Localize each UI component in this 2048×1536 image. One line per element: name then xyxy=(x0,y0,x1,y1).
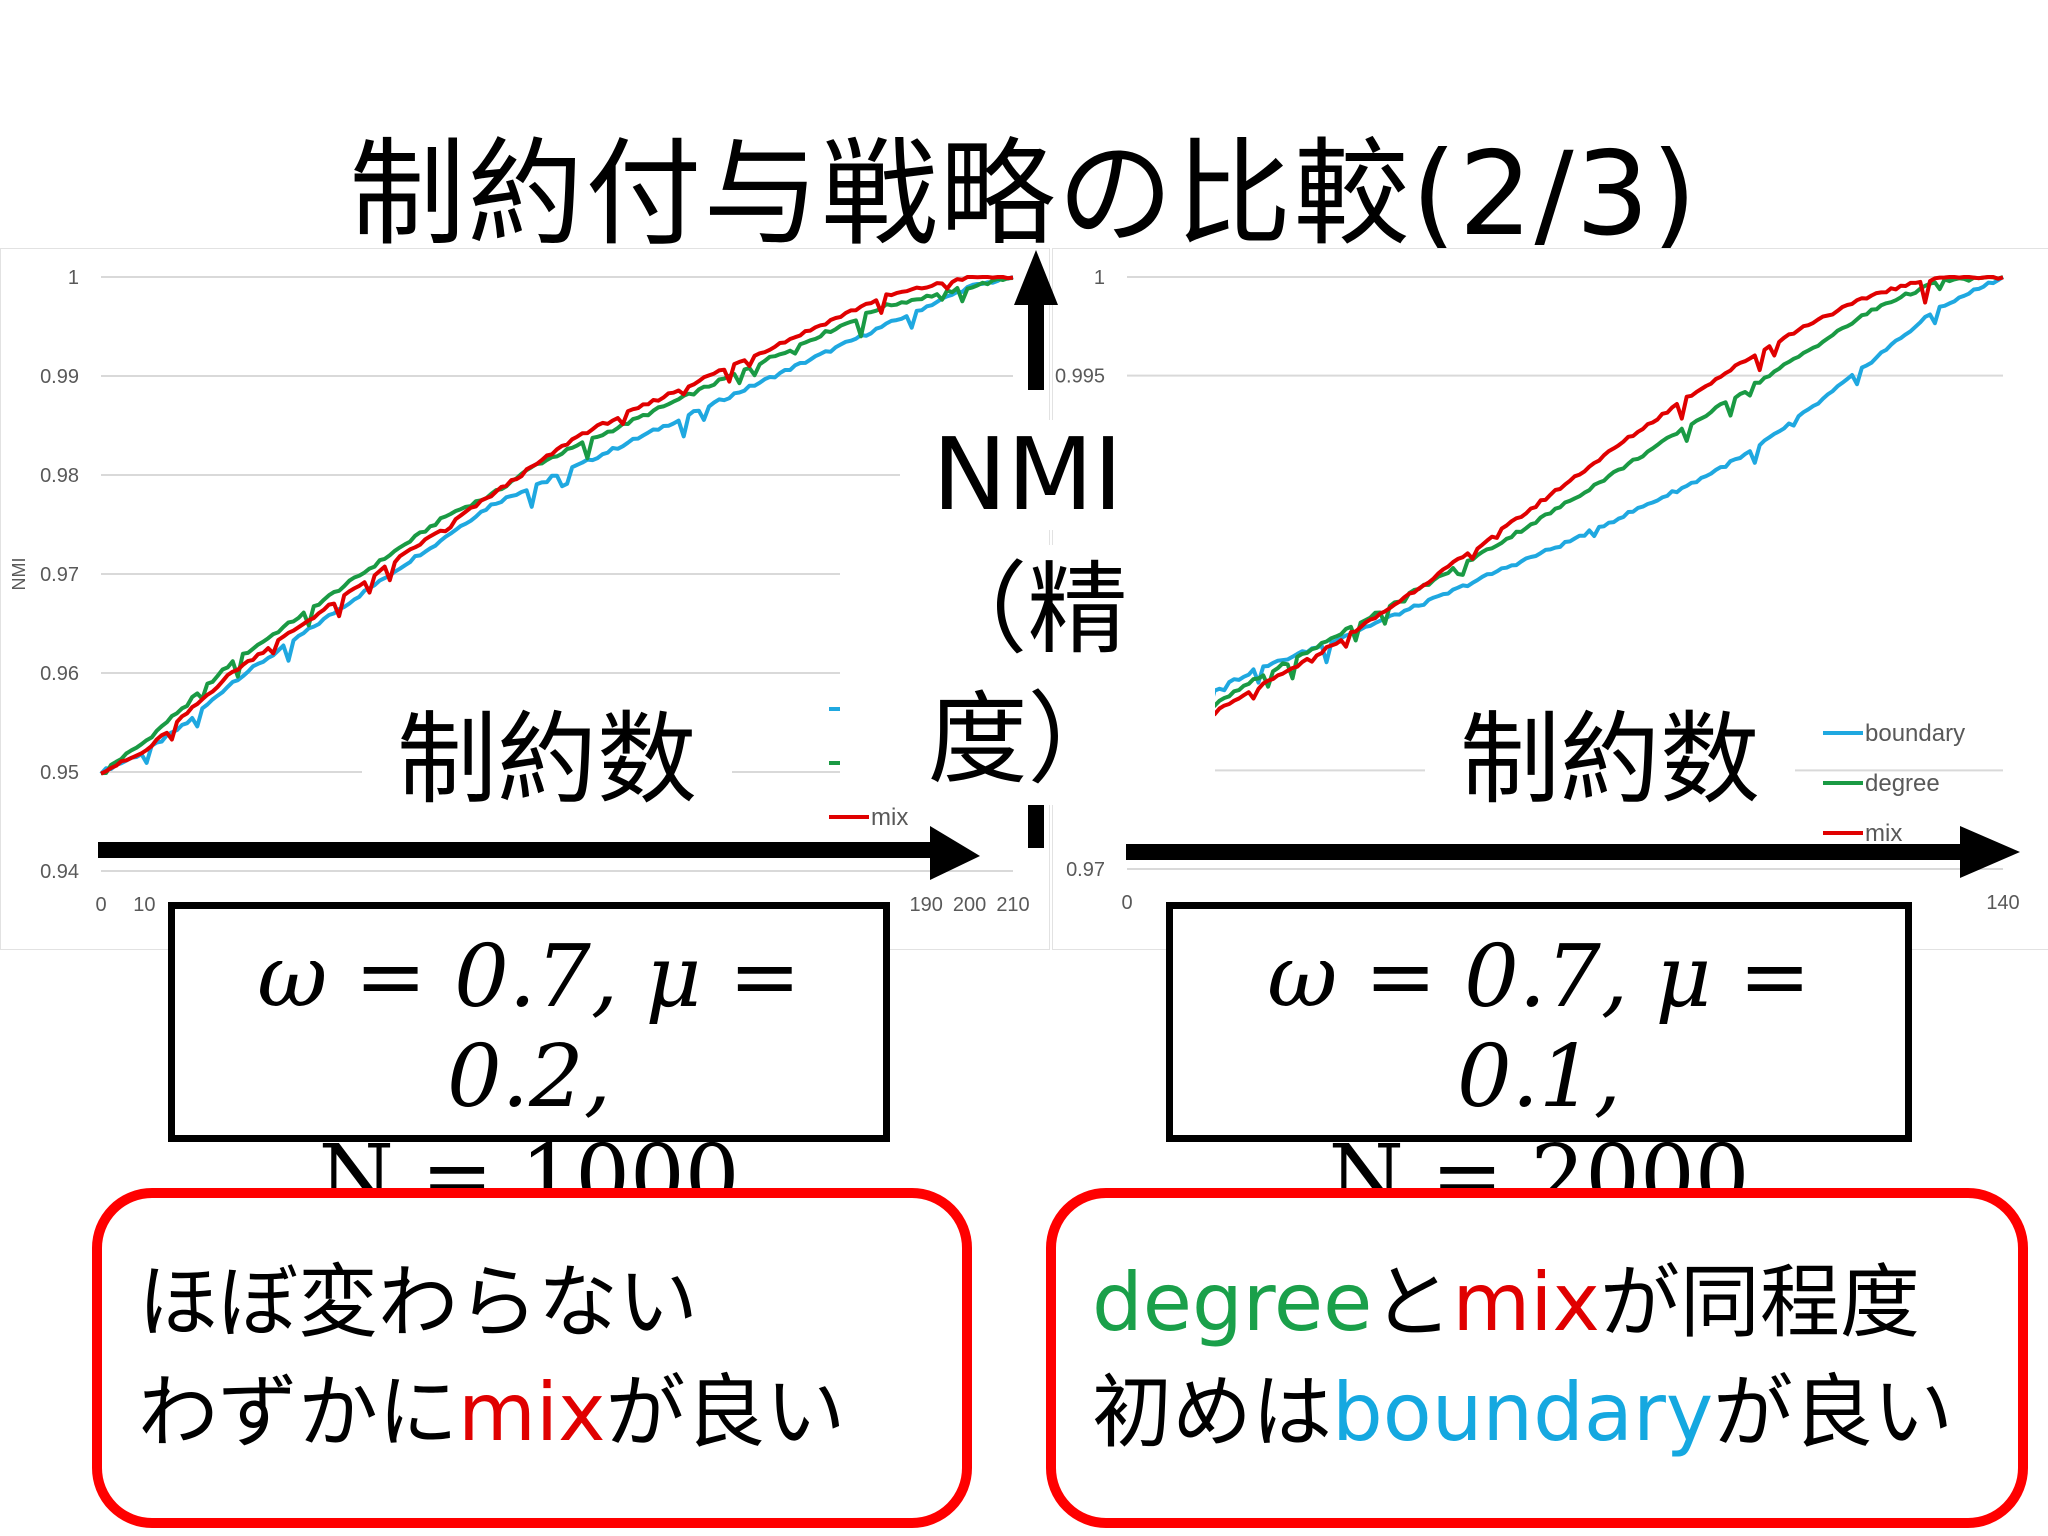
params-right-line1: ω = 0.7, μ = 0.1, xyxy=(1267,927,1811,1127)
legend-label-mix: mix xyxy=(871,804,908,831)
note-right-boundary: boundary xyxy=(1332,1366,1714,1459)
note-right-line1: degreeとmixが同程度 xyxy=(1092,1248,2018,1358)
x-tick-label: 10 xyxy=(133,894,155,916)
legend-label-boundary: boundary xyxy=(1865,720,1965,747)
note-left-text-a: わずかに xyxy=(138,1366,458,1459)
y-tick-label: 1 xyxy=(68,267,79,289)
note-right-mix: mix xyxy=(1452,1256,1600,1349)
y-tick-label: 0.96 xyxy=(40,663,79,685)
note-right-good: が良い xyxy=(1713,1366,1954,1459)
x-tick-label: 140 xyxy=(1986,892,2019,914)
y-tick-label: 0.98 xyxy=(40,465,79,487)
note-box-right: degreeとmixが同程度 初めはboundaryが良い xyxy=(1046,1188,2028,1528)
x-tick-label: 210 xyxy=(996,894,1029,916)
note-box-left: ほぼ変わらない わずかにmixが良い xyxy=(92,1188,972,1528)
note-left-line1: ほぼ変わらない xyxy=(138,1256,698,1349)
accuracy-label: （精度） xyxy=(840,545,1215,805)
series-line-degree xyxy=(100,276,1014,776)
y-tick-label: 0.97 xyxy=(40,564,79,586)
params-left-line1: ω = 0.7, μ = 0.2, xyxy=(257,927,801,1127)
series-line-mix xyxy=(100,275,1014,776)
y-tick-label: 0.99 xyxy=(40,366,79,388)
note-left-mix: mix xyxy=(458,1366,606,1459)
y-tick-label: 0.995 xyxy=(1055,366,1105,388)
y-tick-label: 0.94 xyxy=(40,861,79,883)
x-tick-label: 190 xyxy=(909,894,942,916)
note-left-text-c: が良い xyxy=(605,1366,846,1459)
y-axis-label: NMI xyxy=(9,558,29,591)
note-left-line2: わずかにmixが良い xyxy=(138,1358,962,1468)
y-tick-label: 0.97 xyxy=(1066,859,1105,881)
nmi-label: NMI xyxy=(900,420,1155,530)
series-line-mix xyxy=(1125,275,2004,779)
y-tick-label: 0.95 xyxy=(40,762,79,784)
params-box-left: ω = 0.7, μ = 0.2, N = 1000 xyxy=(168,902,890,1227)
note-right-to: と xyxy=(1372,1256,1453,1349)
constraint-count-label-right: 制約数 xyxy=(1425,700,1795,820)
params-box-right: ω = 0.7, μ = 0.1, N = 2000 xyxy=(1166,902,1912,1227)
note-right-first: 初めは xyxy=(1092,1366,1332,1459)
series-line-degree xyxy=(1125,275,2004,763)
x-tick-label: 0 xyxy=(1121,892,1132,914)
x-tick-label: 0 xyxy=(95,894,106,916)
y-tick-label: 1 xyxy=(1094,267,1105,289)
series-line-boundary xyxy=(1125,275,2005,744)
x-tick-label: 200 xyxy=(953,894,986,916)
legend-label-mix: mix xyxy=(1865,820,1902,847)
legend-label-degree: degree xyxy=(1865,770,1940,797)
note-right-line2: 初めはboundaryが良い xyxy=(1092,1358,2018,1468)
note-right-same: が同程度 xyxy=(1599,1256,1920,1349)
slide-title: 制約付与戦略の比較(2/3) xyxy=(349,127,1699,262)
note-right-degree: degree xyxy=(1092,1256,1373,1349)
constraint-count-label-left: 制約数 xyxy=(362,700,732,820)
